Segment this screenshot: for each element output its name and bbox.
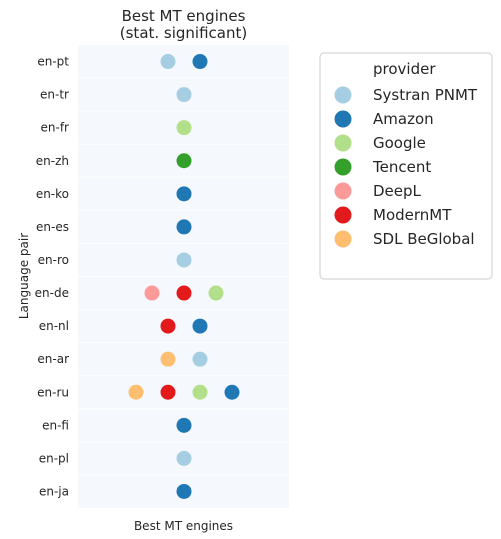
data-point-en-ko-amazon [176,186,192,202]
data-point-en-ro-systran-pnmt [176,252,192,268]
y-tick-label: en-zh [36,154,69,168]
data-point-en-ja-amazon [176,483,192,499]
data-point-en-ru-google [192,384,208,400]
data-point-en-es-amazon [176,219,192,235]
y-tick-label: en-ar [37,352,69,366]
chart-title-line1: Best MT engines [122,7,246,25]
legend-label: Google [373,134,426,152]
y-tick-label: en-ja [39,484,69,498]
data-point-en-pt-systran-pnmt [160,54,176,70]
data-point-en-ar-systran-pnmt [192,351,208,367]
data-point-en-pt-amazon [192,54,208,70]
data-point-en-ar-sdl-beglobal [160,351,176,367]
legend-marker-systran-pnmt [334,86,352,104]
legend-marker-modernmt [334,206,352,224]
data-point-en-ru-amazon [224,384,240,400]
data-point-en-ru-sdl-beglobal [128,384,144,400]
y-tick-label: en-fr [41,121,70,135]
legend-label: ModernMT [373,206,452,224]
data-point-en-nl-amazon [192,318,208,334]
legend-label: Systran PNMT [373,86,478,104]
data-point-en-pl-systran-pnmt [176,450,192,466]
legend-marker-deepl [334,182,352,200]
legend: provider Systran PNMT Amazon Google Tencent… [319,52,493,280]
y-tick-label: en-ko [36,187,69,201]
y-tick-labels: en-pt en-tr en-fr en-zh en-ko en-es en-ro en-de… [35,55,70,499]
row-separators [78,77,289,476]
data-point-en-fi-amazon [176,417,192,433]
legend-marker-amazon [334,110,352,128]
legend-marker-tencent [334,158,352,176]
legend-label: Tencent [372,158,431,176]
legend-label: SDL BeGlobal [373,230,475,248]
data-point-en-tr-systran-pnmt [176,87,192,103]
data-point-en-nl-modernmt [160,318,176,334]
data-point-en-ru-modernmt [160,384,176,400]
data-point-en-de-modernmt [176,285,192,301]
legend-frame [319,52,493,280]
data-point-en-zh-tencent [176,153,192,169]
chart-title-line2: (stat. significant) [120,24,247,42]
y-tick-label: en-tr [40,88,69,102]
y-tick-label: en-es [36,220,69,234]
y-tick-label: en-ru [37,385,69,399]
data-point-en-de-deepl [144,285,160,301]
y-tick-label: en-nl [39,319,69,333]
legend-entries: Systran PNMT Amazon Google Tencent DeepL Mode… [334,86,478,248]
data-point-en-fr-google [176,120,192,136]
y-tick-label: en-pl [39,451,69,465]
legend-title: provider [373,60,436,78]
y-tick-label: en-fi [42,418,69,432]
legend-label: Amazon [373,110,434,128]
legend-marker-sdl-beglobal [334,230,352,248]
y-tick-label: en-de [35,286,69,300]
data-point-en-de-google [208,285,224,301]
legend-marker-google [334,134,352,152]
data-points [128,54,240,499]
y-tick-label: en-pt [37,55,69,69]
y-tick-label: en-ro [38,253,69,267]
x-axis-label: Best MT engines [134,519,233,533]
legend-label: DeepL [373,182,422,200]
y-axis-label: Language pair [17,233,31,319]
